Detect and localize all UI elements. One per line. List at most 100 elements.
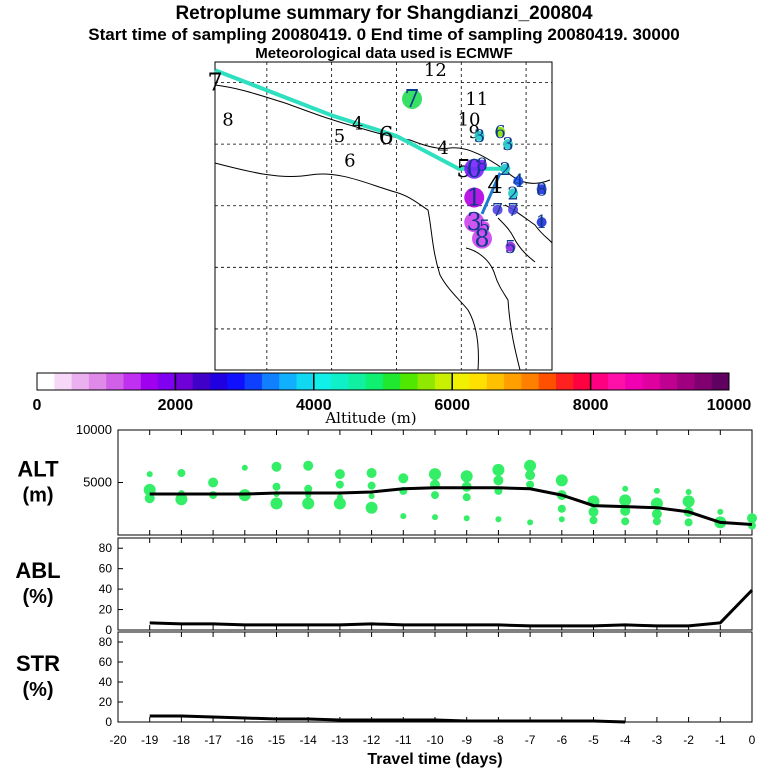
colorbar-tick-label: 4000 xyxy=(296,397,332,414)
alt-point xyxy=(653,487,660,494)
alt-point xyxy=(492,463,505,476)
alt-point xyxy=(365,501,378,514)
trajectory-path xyxy=(214,68,508,215)
alt-point xyxy=(398,473,409,484)
y-tick-label: 5000 xyxy=(83,475,112,490)
x-tick-label: -10 xyxy=(426,733,444,747)
colorbar-swatch xyxy=(192,373,211,390)
y-tick-label: 40 xyxy=(99,582,113,596)
sampling-times: Start time of sampling 20080419. 0 End t… xyxy=(88,25,680,44)
colorbar-swatch xyxy=(659,373,678,390)
alt-mean-line xyxy=(149,486,753,526)
map-label: 4 xyxy=(352,114,363,135)
alt-point xyxy=(400,513,407,520)
colorbar-tick-label: 0 xyxy=(33,397,42,414)
trajectory-tail-line xyxy=(480,172,502,215)
colorbar-swatch xyxy=(296,373,315,390)
colorbar-swatch xyxy=(313,373,332,390)
map-label: 6 xyxy=(378,122,393,150)
colorbar-swatch xyxy=(175,373,194,390)
colorbar-swatch xyxy=(573,373,592,390)
map-label: 6 xyxy=(494,122,505,143)
map-label: 2 xyxy=(507,183,518,204)
alt-point xyxy=(460,470,473,483)
map-marker xyxy=(464,212,485,233)
colorbar-swatch xyxy=(434,373,453,390)
x-tick-label: -16 xyxy=(236,733,254,747)
colorbar-swatch xyxy=(590,373,609,390)
alt-point xyxy=(685,488,692,495)
map-marker xyxy=(477,159,488,170)
colorbar-swatch xyxy=(331,373,349,390)
colorbar-swatch xyxy=(261,373,280,390)
str-line xyxy=(149,714,626,724)
map-label: 3 xyxy=(474,126,485,147)
alt-point xyxy=(588,506,599,517)
colorbar-tick-label: 10000 xyxy=(707,397,752,414)
colorbar-frame xyxy=(36,372,730,391)
map-label: 7 xyxy=(207,69,222,97)
alt-point xyxy=(333,497,346,510)
map-label: 5 xyxy=(479,216,490,237)
colorbar-swatch xyxy=(279,373,297,390)
x-tick-label: -12 xyxy=(363,733,381,747)
travel-time-axis: -20 -19 -18 -17 -16 -15 -14 -13 -12 -11 -10 -9 -8 -7-… xyxy=(109,733,755,768)
alt-point xyxy=(429,468,441,481)
map-label: 7 xyxy=(404,85,419,113)
map-label: 1 xyxy=(467,184,482,212)
colorbar-swatch xyxy=(365,373,384,390)
alt-point xyxy=(146,471,153,478)
alt-point xyxy=(525,470,536,481)
alt-point xyxy=(304,484,313,493)
alt-point xyxy=(368,493,375,500)
map-label: 6 xyxy=(344,151,355,172)
alt-point xyxy=(619,494,632,507)
alt-point xyxy=(334,469,345,480)
map-marker xyxy=(474,130,485,141)
colorbar-swatch xyxy=(400,373,419,390)
map-label: 8 xyxy=(222,109,233,130)
colorbar-swatch xyxy=(694,373,713,390)
alt-point xyxy=(620,505,631,516)
map-marker xyxy=(505,241,516,252)
alt-point xyxy=(335,480,344,489)
alt-point xyxy=(462,493,471,502)
y-tick-label: 0 xyxy=(105,715,112,729)
map-label: 8 xyxy=(476,155,487,176)
panel-ylabel-unit: (%) xyxy=(22,586,53,608)
y-tick-label: 60 xyxy=(99,655,113,669)
x-tick-label: -19 xyxy=(141,733,159,747)
map-marker xyxy=(508,204,519,215)
map-label: 3 xyxy=(467,208,482,236)
x-tick-label: -9 xyxy=(461,733,472,747)
panel-ylabel: ALT xyxy=(17,457,59,482)
x-tick-label: -7 xyxy=(525,733,536,747)
y-tick-label: 20 xyxy=(99,603,113,617)
alt-point xyxy=(621,517,630,526)
x-axis-label: Travel time (days) xyxy=(367,751,502,768)
map-marker xyxy=(464,187,485,208)
panel-frame xyxy=(117,631,753,723)
y-tick-label: 10000 xyxy=(76,422,112,437)
alt-point xyxy=(747,513,757,524)
map-label: 4 xyxy=(487,171,502,199)
colorbar-swatch xyxy=(469,373,488,390)
map-marker xyxy=(502,139,513,150)
alt-point xyxy=(302,497,315,510)
x-tick-label: -1 xyxy=(715,733,726,747)
x-tick-label: -11 xyxy=(395,733,412,747)
x-tick-label: -2 xyxy=(683,733,694,747)
map-label: 3 xyxy=(502,134,513,155)
map-marker xyxy=(500,163,511,174)
x-tick-label: -5 xyxy=(588,733,599,747)
alt-point xyxy=(684,518,693,527)
colorbar-swatch xyxy=(348,373,367,390)
alt-point xyxy=(366,468,377,479)
alt-point xyxy=(652,517,661,526)
map-label: 5 xyxy=(505,237,516,258)
map-label: 4 xyxy=(513,171,524,192)
